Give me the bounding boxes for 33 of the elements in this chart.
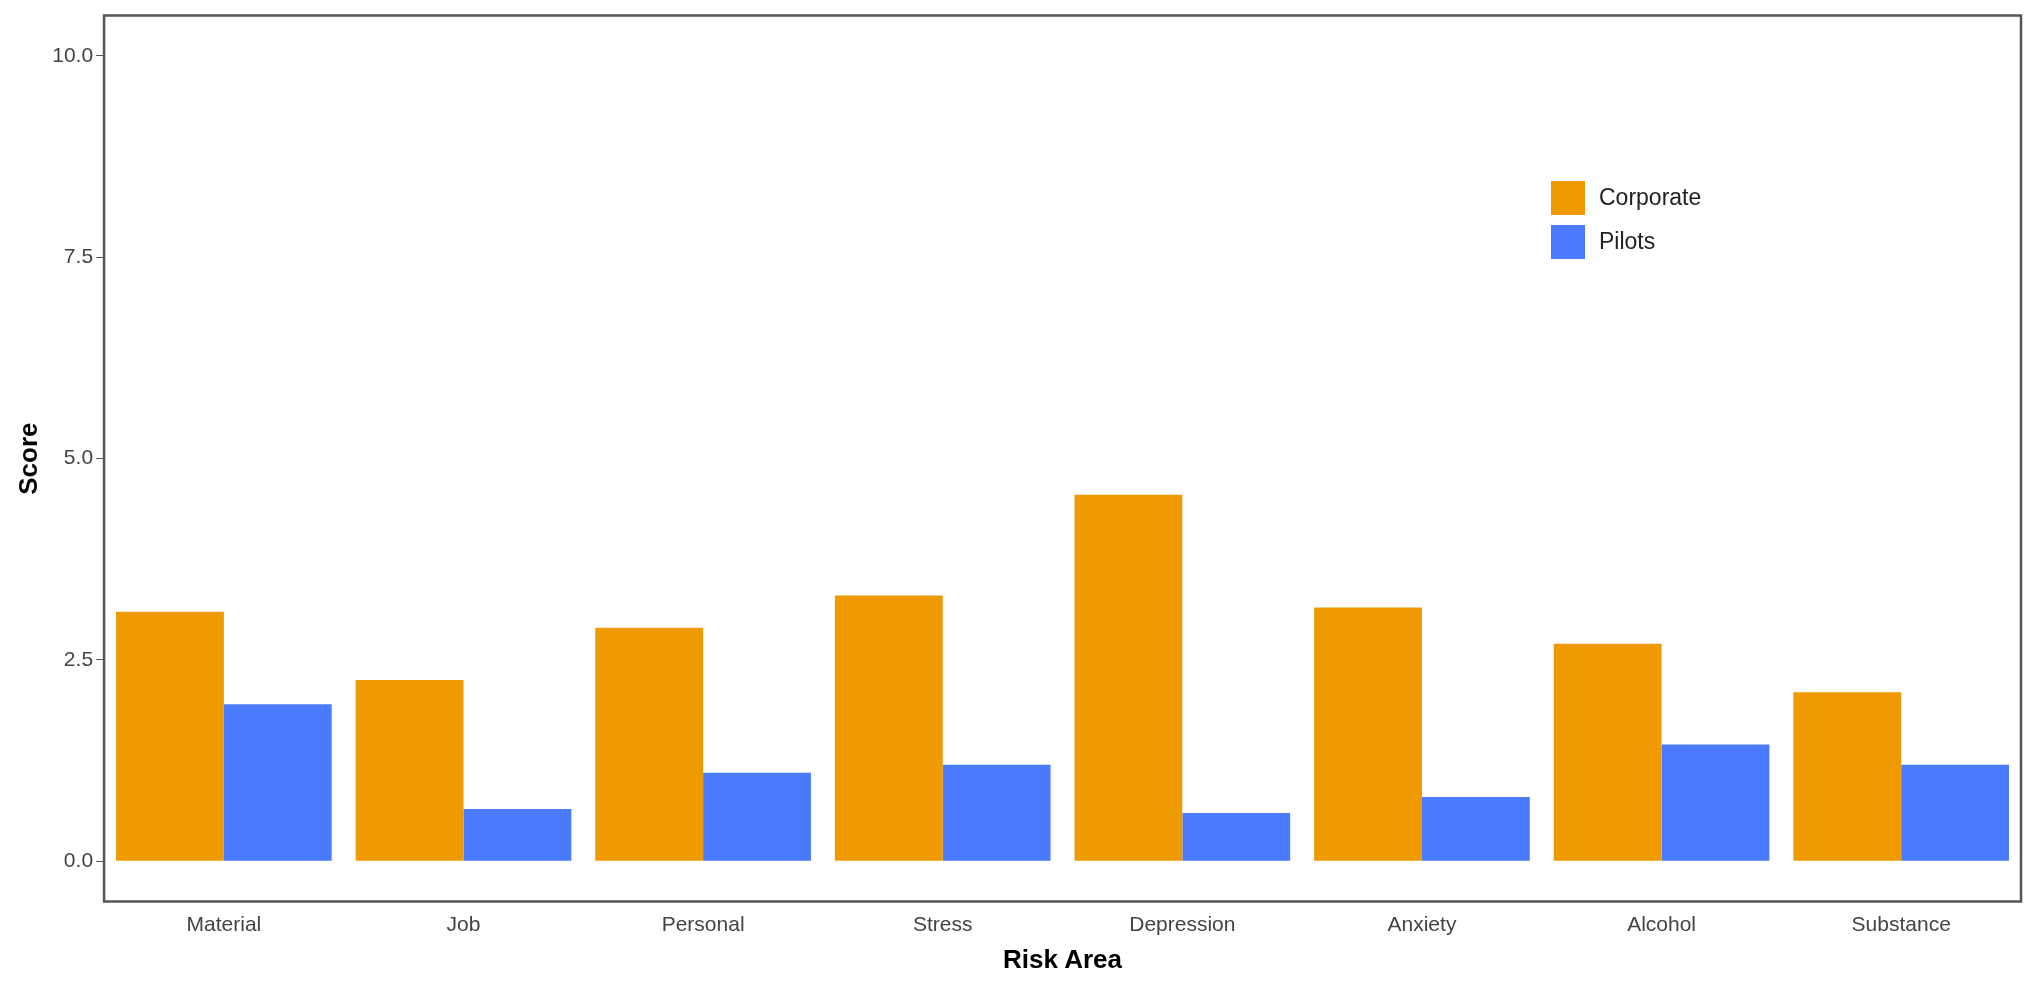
y-tick-label: 0.0 — [63, 848, 94, 872]
x-tick-label: Material — [186, 912, 262, 935]
bar — [942, 764, 1051, 861]
y-tick-label: 2.5 — [63, 646, 94, 670]
x-tick-label: Stress — [912, 912, 973, 935]
bar — [116, 611, 224, 861]
bar — [355, 680, 464, 861]
x-tick-label: Substance — [1851, 912, 1951, 935]
bar — [463, 808, 572, 861]
bar — [1553, 643, 1662, 861]
y-axis-title: Score — [12, 422, 43, 495]
bar — [703, 772, 811, 861]
x-tick-label: Depression — [1129, 912, 1236, 935]
bar — [223, 704, 332, 861]
x-tick-label: Job — [446, 912, 481, 935]
x-tick-label: Anxiety — [1387, 912, 1457, 935]
x-tick-label: Personal — [661, 912, 745, 935]
bar — [1074, 494, 1183, 861]
bar — [1661, 744, 1770, 861]
y-tick-label: 7.5 — [63, 244, 94, 268]
bar — [1182, 813, 1291, 861]
bar — [1314, 607, 1422, 861]
x-axis-title: Risk Area — [1003, 943, 1123, 974]
bar — [1421, 796, 1530, 861]
legend-label: Corporate — [1599, 184, 1702, 212]
bar — [834, 595, 943, 861]
y-tick-label: 5.0 — [63, 445, 94, 469]
x-tick-label: Alcohol — [1627, 912, 1697, 935]
legend-label: Pilots — [1599, 228, 1656, 256]
bar — [595, 627, 704, 861]
y-tick-label: 10.0 — [52, 42, 94, 66]
bar — [1901, 764, 2010, 861]
bar — [1793, 692, 1902, 861]
